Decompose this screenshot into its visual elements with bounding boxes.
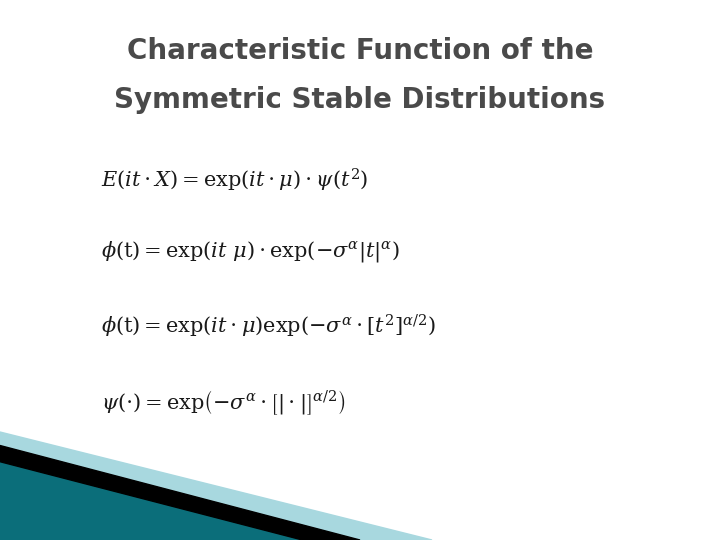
Text: $\phi(\mathrm{t}) = \exp(it\ \mu) \cdot \exp(-\sigma^{\alpha}|t|^{\alpha})$: $\phi(\mathrm{t}) = \exp(it\ \mu) \cdot … — [101, 239, 400, 264]
Polygon shape — [0, 446, 360, 540]
Polygon shape — [0, 432, 432, 540]
Text: $E(it \cdot X) = \exp(it \cdot \mu) \cdot \psi(t^{2})$: $E(it \cdot X) = \exp(it \cdot \mu) \cdo… — [101, 167, 369, 194]
Text: $\psi(\cdot) = \exp\!\left(-\sigma^{\alpha} \cdot \left[|\cdot|\right]^{\alpha/2: $\psi(\cdot) = \exp\!\left(-\sigma^{\alp… — [101, 388, 346, 416]
Text: Symmetric Stable Distributions: Symmetric Stable Distributions — [114, 86, 606, 114]
Text: Characteristic Function of the: Characteristic Function of the — [127, 37, 593, 65]
Polygon shape — [0, 462, 302, 540]
Text: $\phi(\mathrm{t}) = \exp(it \cdot \mu)\exp\!\left(-\sigma^{\alpha} \cdot \left[t: $\phi(\mathrm{t}) = \exp(it \cdot \mu)\e… — [101, 313, 436, 340]
